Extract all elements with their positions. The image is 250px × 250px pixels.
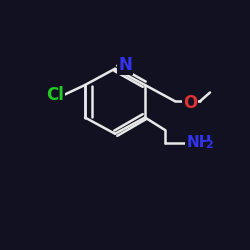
Text: 2: 2 xyxy=(206,140,213,150)
Text: N: N xyxy=(118,56,132,74)
Text: O: O xyxy=(183,94,197,112)
Text: Cl: Cl xyxy=(46,86,64,104)
Text: NH: NH xyxy=(186,135,212,150)
